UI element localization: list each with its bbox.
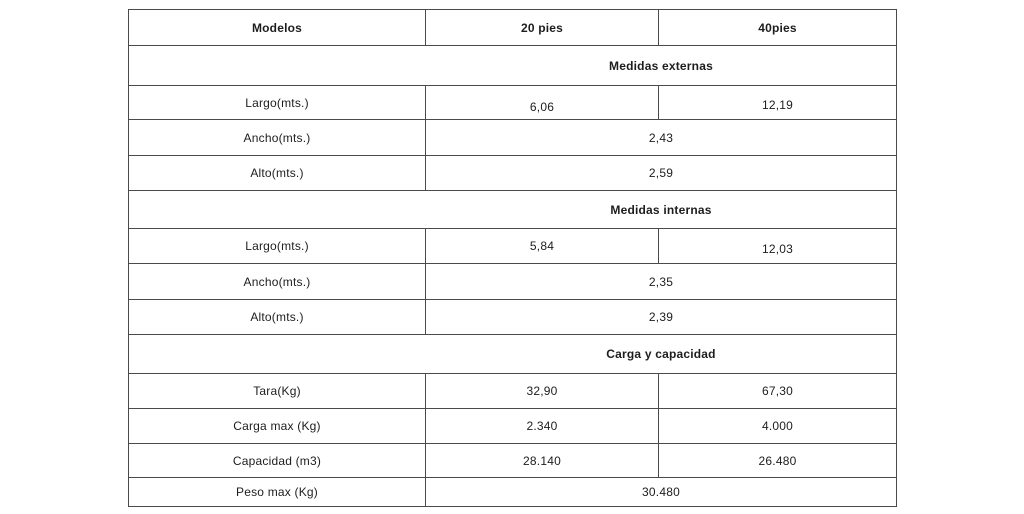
section-row-medidas-externas: Medidas externas — [128, 45, 897, 86]
value-merged-peso-max: 30.480 — [425, 477, 897, 507]
container-specs-table: Modelos 20 pies 40pies Medidas externas … — [128, 9, 897, 507]
section-cell: Medidas externas — [128, 45, 897, 86]
table-row: Tara(Kg) 32,90 67,30 — [128, 373, 897, 409]
table-row: Carga max (Kg) 2.340 4.000 — [128, 408, 897, 444]
header-cell-modelos: Modelos — [128, 9, 426, 46]
row-label-carga-max: Carga max (Kg) — [128, 408, 426, 444]
row-label-ancho-int: Ancho(mts.) — [128, 263, 426, 300]
header-cell-20pies: 20 pies — [425, 9, 659, 46]
table-row: Ancho(mts.) 2,35 — [128, 263, 897, 300]
value-20pies-capacidad: 28.140 — [425, 443, 659, 478]
table-row: Capacidad (m3) 28.140 26.480 — [128, 443, 897, 478]
value-40pies-capacidad: 26.480 — [658, 443, 897, 478]
section-title-carga-capacidad: Carga y capacidad — [606, 347, 716, 361]
header-cell-40pies: 40pies — [658, 9, 897, 46]
section-cell: Medidas internas — [128, 190, 897, 229]
row-label-alto-ext: Alto(mts.) — [128, 155, 426, 191]
section-row-carga-capacidad: Carga y capacidad — [128, 334, 897, 374]
row-label-largo-ext: Largo(mts.) — [128, 85, 426, 120]
value-40pies-carga-max: 4.000 — [658, 408, 897, 444]
row-label-largo-int: Largo(mts.) — [128, 228, 426, 264]
table-row: Alto(mts.) 2,39 — [128, 299, 897, 335]
section-row-medidas-internas: Medidas internas — [128, 190, 897, 229]
row-label-capacidad: Capacidad (m3) — [128, 443, 426, 478]
value-merged-alto-int: 2,39 — [425, 299, 897, 335]
table-row: Alto(mts.) 2,59 — [128, 155, 897, 191]
value-merged-ancho-int: 2,35 — [425, 263, 897, 300]
table-row: Largo(mts.) 6,06 12,19 — [128, 85, 897, 120]
row-label-tara: Tara(Kg) — [128, 373, 426, 409]
value-40pies-largo-int: 12,03 — [658, 228, 897, 264]
section-title-medidas-internas: Medidas internas — [610, 202, 712, 217]
container-specs-table-wrapper: Modelos 20 pies 40pies Medidas externas … — [128, 9, 897, 507]
row-label-ancho-ext: Ancho(mts.) — [128, 119, 426, 156]
row-label-peso-max: Peso max (Kg) — [128, 477, 426, 507]
value-20pies-tara: 32,90 — [425, 373, 659, 409]
value-merged-alto-ext: 2,59 — [425, 155, 897, 191]
section-title-medidas-externas: Medidas externas — [609, 58, 713, 73]
table-header-row: Modelos 20 pies 40pies — [128, 9, 897, 46]
value-20pies-largo-int: 5,84 — [425, 228, 659, 264]
table-row: Peso max (Kg) 30.480 — [128, 477, 897, 507]
value-20pies-carga-max: 2.340 — [425, 408, 659, 444]
row-label-alto-int: Alto(mts.) — [128, 299, 426, 335]
value-40pies-tara: 67,30 — [658, 373, 897, 409]
table-row: Ancho(mts.) 2,43 — [128, 119, 897, 156]
value-merged-ancho-ext: 2,43 — [425, 119, 897, 156]
value-20pies-largo-ext: 6,06 — [425, 85, 659, 120]
value-40pies-largo-ext: 12,19 — [658, 85, 897, 120]
section-cell: Carga y capacidad — [128, 334, 897, 374]
table-row: Largo(mts.) 5,84 12,03 — [128, 228, 897, 264]
